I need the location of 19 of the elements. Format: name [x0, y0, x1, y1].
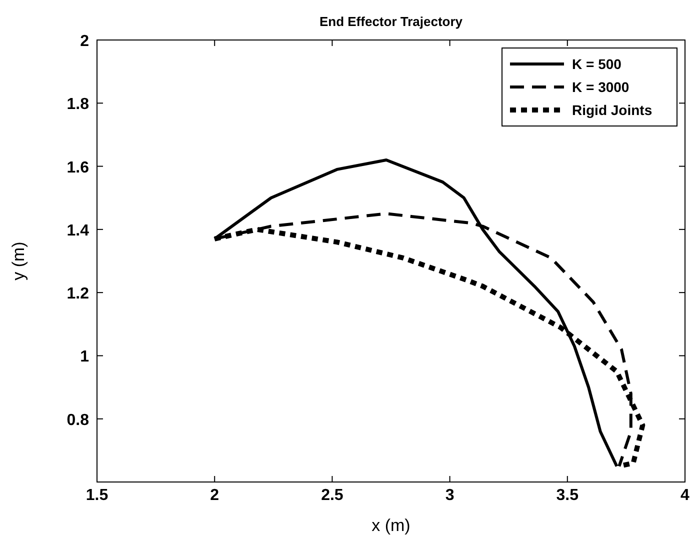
y-tick-label: 1.4	[66, 222, 90, 240]
chart-title: End Effector Trajectory	[319, 14, 464, 29]
x-tick-label: 3	[445, 487, 454, 504]
x-axis-title: x (m)	[372, 516, 410, 535]
x-tick-label: 2.5	[321, 487, 344, 504]
y-axis-title: y (m)	[9, 242, 28, 280]
x-tick-label: 2	[210, 487, 220, 504]
legend-label: Rigid Joints	[572, 102, 652, 118]
y-tick-label: 1	[80, 348, 90, 366]
legend-label: K = 3000	[572, 79, 630, 95]
x-tick-label: 3.5	[556, 487, 579, 504]
legend-label: K = 500	[572, 56, 622, 72]
y-tick-label: 1.2	[66, 286, 90, 303]
y-tick-label: 0.8	[66, 412, 90, 429]
y-tick-label: 1.8	[66, 96, 90, 114]
y-tick-label: 2	[80, 33, 90, 50]
x-tick-label: 4	[680, 487, 690, 504]
y-tick-label: 1.6	[66, 159, 90, 176]
x-tick-label: 1.5	[86, 487, 108, 504]
